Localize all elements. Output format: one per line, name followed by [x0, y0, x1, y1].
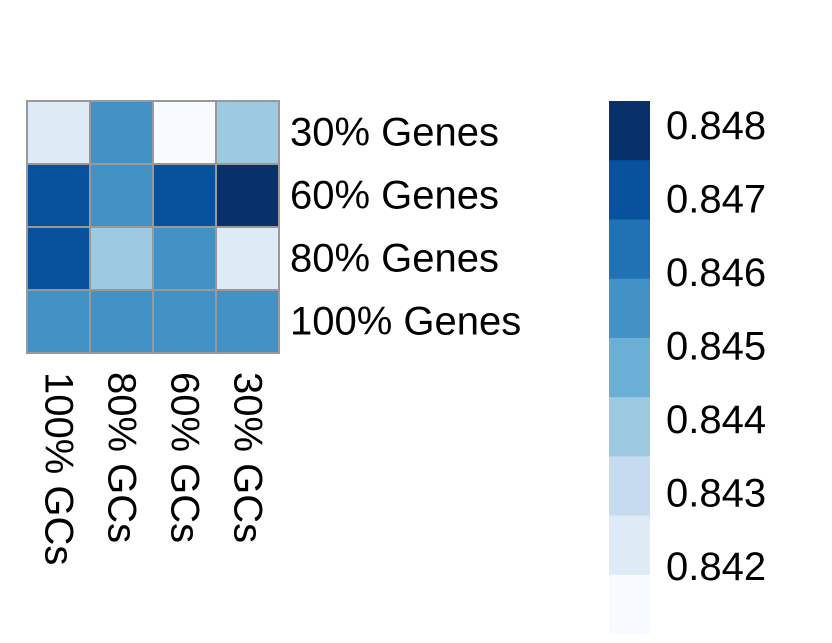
column-label: 60% GCs	[163, 372, 207, 543]
heatmap-cells	[26, 100, 280, 354]
legend-color-bin	[609, 456, 650, 517]
heatmap-cell	[152, 226, 217, 291]
legend-tick-label: 0.848	[666, 104, 766, 148]
column-label: 100% GCs	[37, 372, 81, 565]
legend-tick-label: 0.843	[666, 472, 766, 516]
legend-tick-label: 0.842	[666, 545, 766, 589]
row-labels: 30% Genes 60% Genes 80% Genes 100% Genes	[290, 111, 521, 344]
legend-color-bin	[609, 397, 650, 457]
heatmap-cell	[152, 163, 217, 228]
color-legend: 0.848 0.847 0.846 0.845 0.844 0.843 0.842	[609, 101, 766, 635]
heatmap-cell	[26, 226, 91, 291]
heatmap-cell	[152, 100, 217, 165]
heatmap-cell	[215, 163, 280, 228]
heatmap-cell	[89, 100, 154, 165]
heatmap-cell	[215, 100, 280, 165]
column-label: 80% GCs	[100, 372, 144, 543]
row-label: 100% Genes	[290, 300, 521, 344]
legend-tick-label: 0.847	[666, 178, 766, 222]
legend-tick-label: 0.844	[666, 398, 766, 442]
heatmap-cell	[215, 289, 280, 354]
column-label: 30% GCs	[226, 372, 270, 543]
legend-tick-labels: 0.848 0.847 0.846 0.845 0.844 0.843 0.842	[666, 104, 766, 589]
heatmap-cell	[152, 289, 217, 354]
column-labels: 100% GCs 80% GCs 60% GCs 30% GCs	[37, 372, 270, 565]
heatmap-cell	[89, 163, 154, 228]
legend-color-bin	[609, 219, 650, 280]
heatmap-cell	[26, 100, 91, 165]
legend-tick-label: 0.845	[666, 325, 766, 369]
row-label: 60% Genes	[290, 174, 499, 218]
heatmap-cell	[26, 289, 91, 354]
legend-color-bin	[609, 515, 650, 576]
heatmap-cell	[89, 226, 154, 291]
legend-color-bin	[609, 337, 650, 398]
legend-color-bins	[609, 101, 650, 635]
legend-color-bin	[609, 278, 650, 339]
legend-tick-label: 0.846	[666, 251, 766, 295]
heatmap-cell	[215, 226, 280, 291]
row-label: 80% Genes	[290, 237, 499, 281]
heatmap-cell	[89, 289, 154, 354]
heatmap-cell	[26, 163, 91, 228]
legend-color-bin	[609, 160, 650, 220]
legend-color-bin	[609, 574, 650, 635]
row-label: 30% Genes	[290, 111, 499, 155]
legend-color-bin	[609, 101, 650, 161]
